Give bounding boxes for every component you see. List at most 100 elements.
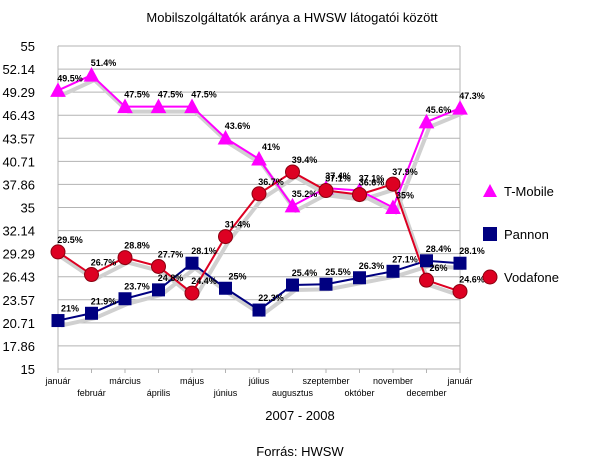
x-tick-label: június <box>213 388 238 398</box>
y-tick-label: 43.57 <box>2 131 35 146</box>
data-label: 27.7% <box>158 249 184 259</box>
data-label: 26.7% <box>91 258 117 268</box>
data-point <box>184 285 200 301</box>
data-label: 47.3% <box>459 91 485 101</box>
data-point <box>118 292 132 306</box>
x-axis-label: 2007 - 2008 <box>265 408 334 423</box>
data-point <box>83 67 100 82</box>
data-label: 41% <box>262 142 280 152</box>
y-axis-ticks: 55 52.14 49.29 46.43 43.57 40.71 37.86 35 32.14 2… <box>2 39 35 377</box>
y-tick-label: 17.86 <box>2 339 35 354</box>
data-point <box>185 256 199 270</box>
legend-label: Vodafone <box>504 270 559 285</box>
data-point <box>385 176 401 192</box>
data-point <box>318 183 334 199</box>
x-tick-label: január <box>446 376 472 386</box>
y-tick-label: 15 <box>21 362 35 377</box>
gridlines <box>57 45 461 373</box>
data-point <box>151 258 166 274</box>
data-point <box>152 283 165 297</box>
data-point <box>385 199 401 214</box>
data-point <box>84 267 99 283</box>
data-point <box>50 244 66 260</box>
legend-marker <box>482 269 498 285</box>
legend-marker <box>483 184 497 197</box>
data-point <box>184 98 200 114</box>
data-label: 36.7% <box>258 177 284 187</box>
data-label: 23.7% <box>124 282 150 292</box>
data-label: 35% <box>396 191 414 201</box>
legend-label: Pannon <box>504 227 549 242</box>
x-tick-label: október <box>344 388 374 398</box>
y-tick-label: 49.29 <box>2 85 35 100</box>
y-tick-label: 29.29 <box>2 247 35 262</box>
y-tick-label: 23.57 <box>2 293 35 308</box>
x-tick-label: szeptember <box>302 376 349 386</box>
data-point <box>286 278 299 292</box>
series-shadows <box>59 78 464 328</box>
data-label: 45.6% <box>426 105 452 115</box>
data-label: 26% <box>429 263 447 273</box>
data-point <box>284 197 301 213</box>
y-tick-label: 20.71 <box>2 316 35 331</box>
data-point <box>50 82 66 97</box>
x-tick-label: május <box>180 376 205 386</box>
data-label: 49.5% <box>57 73 83 83</box>
legend-label: T-Mobile <box>504 184 554 199</box>
y-tick-label: 46.43 <box>2 108 35 123</box>
data-label: 21.9% <box>91 296 117 306</box>
y-tick-label: 35 <box>21 201 35 216</box>
data-label: 28.4% <box>426 244 452 254</box>
x-tick-label: április <box>147 388 171 398</box>
data-point <box>419 272 434 288</box>
data-point <box>217 130 234 145</box>
data-point <box>51 314 65 328</box>
data-label: 36.6% <box>359 178 385 188</box>
data-label: 24.4% <box>191 276 217 286</box>
data-label: 28.1% <box>459 246 485 256</box>
data-label: 21% <box>61 304 79 314</box>
data-point <box>251 186 267 202</box>
data-label: 22.3% <box>258 293 284 303</box>
y-tick-label: 40.71 <box>2 154 35 169</box>
x-tick-label: január <box>44 376 70 386</box>
y-tick-label: 52.14 <box>2 62 35 77</box>
data-label: 51.4% <box>91 58 117 68</box>
x-tick-label: augusztus <box>272 388 314 398</box>
x-tick-label: február <box>77 388 106 398</box>
data-point <box>252 303 266 317</box>
data-label: 35.2% <box>292 189 318 199</box>
data-label: 28.1% <box>191 246 217 256</box>
chart-title: Mobilszolgáltatók aránya a HWSW látogató… <box>146 10 438 25</box>
data-labels: 49.5% 51.4% 47.5% 47.5% 47.5% 43.6% 41% 35.2% 37… <box>57 58 485 313</box>
data-point <box>353 271 366 285</box>
legend: T-Mobile Pannon Vodafone <box>482 184 559 285</box>
data-label: 29.5% <box>57 235 83 245</box>
data-point <box>319 277 333 291</box>
x-tick-label: július <box>248 376 270 386</box>
data-point <box>117 250 133 266</box>
data-label: 37.9% <box>392 167 418 177</box>
data-label: 25.4% <box>292 268 318 278</box>
data-label: 37.1% <box>325 174 351 184</box>
data-label: 31.4% <box>225 220 251 230</box>
data-label: 37.4% <box>325 171 351 181</box>
y-tick-label: 32.14 <box>2 224 35 239</box>
data-point <box>251 150 267 166</box>
data-point <box>352 187 367 203</box>
data-point <box>418 113 435 129</box>
x-tick-label: december <box>406 388 446 398</box>
data-point <box>150 98 167 114</box>
data-point <box>452 283 468 299</box>
legend-marker <box>483 227 497 241</box>
data-label: 43.6% <box>225 121 251 131</box>
data-label: 47.5% <box>158 90 184 100</box>
y-tick-label: 37.86 <box>2 177 35 192</box>
data-point <box>452 100 468 115</box>
x-tick-label: november <box>373 376 413 386</box>
source-note: Forrás: HWSW <box>256 444 344 459</box>
data-label: 25.5% <box>325 267 351 277</box>
data-point <box>420 254 433 268</box>
